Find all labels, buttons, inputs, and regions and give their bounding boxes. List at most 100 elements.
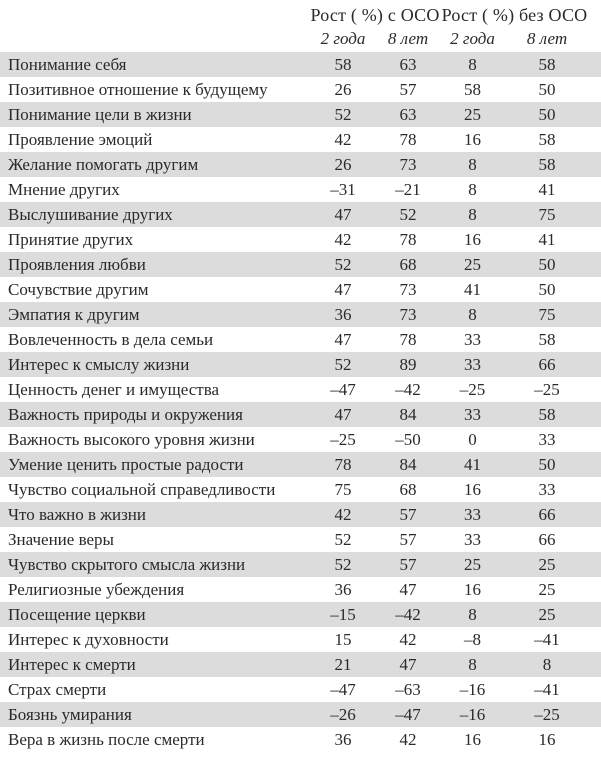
table-row: Важность высокого уровня жизни –25 –50 0 33 bbox=[0, 427, 601, 452]
header-corner bbox=[0, 28, 310, 52]
row-value: 58 bbox=[505, 52, 601, 77]
row-value: 25 bbox=[440, 102, 505, 127]
row-value: –16 bbox=[459, 680, 486, 699]
row-value: 57 bbox=[376, 552, 440, 577]
row-value: 33 bbox=[538, 480, 556, 499]
table-row: Ценность денег и имущества –47 –42 –25 –25 bbox=[0, 377, 601, 402]
table-row: Понимание себя 58 63 8 58 bbox=[0, 52, 601, 77]
row-value: –15 bbox=[310, 602, 376, 627]
row-value: 47 bbox=[334, 280, 352, 299]
row-value: 42 bbox=[399, 730, 417, 749]
row-label: Понимание цели в жизни bbox=[0, 102, 310, 127]
header-corner bbox=[0, 0, 310, 28]
table-row: Выслушивание других 47 52 8 75 bbox=[0, 202, 601, 227]
row-label: Проявление эмоций bbox=[8, 130, 153, 149]
row-value: 57 bbox=[376, 502, 440, 527]
table-row: Интерес к смыслу жизни 52 89 33 66 bbox=[0, 352, 601, 377]
row-value: 41 bbox=[464, 280, 481, 299]
row-value: 50 bbox=[505, 452, 601, 477]
table-row: Боязнь умирания –26 –47 –16 –25 bbox=[0, 702, 601, 727]
row-value: 8 bbox=[468, 180, 477, 199]
row-value: –25 bbox=[534, 380, 560, 399]
row-label: Интерес к смыслу жизни bbox=[0, 352, 310, 377]
row-label: Умение ценить простые радости bbox=[0, 452, 310, 477]
row-label: Страх смерти bbox=[8, 680, 107, 699]
table-row: Вовлеченность в дела семьи 47 78 33 58 bbox=[0, 327, 601, 352]
row-value: 33 bbox=[440, 352, 505, 377]
row-value: 16 bbox=[464, 130, 481, 149]
row-value: 52 bbox=[334, 530, 352, 549]
row-value: –42 bbox=[376, 602, 440, 627]
row-value: 8 bbox=[505, 652, 601, 677]
row-label: Понимание себя bbox=[0, 52, 310, 77]
row-value: 84 bbox=[376, 452, 440, 477]
row-value: 57 bbox=[399, 80, 417, 99]
row-value: 47 bbox=[310, 402, 376, 427]
row-label: Религиозные убеждения bbox=[8, 580, 185, 599]
row-value: 8 bbox=[440, 52, 505, 77]
row-value: 52 bbox=[310, 352, 376, 377]
row-value: 36 bbox=[310, 302, 376, 327]
row-value: 16 bbox=[538, 730, 556, 749]
row-value: 63 bbox=[376, 102, 440, 127]
row-value: –41 bbox=[534, 680, 560, 699]
row-value: 68 bbox=[399, 480, 417, 499]
row-value: 42 bbox=[334, 130, 352, 149]
table-row: Что важно в жизни 42 57 33 66 bbox=[0, 502, 601, 527]
table-row: Значение веры 52 57 33 66 bbox=[0, 527, 601, 552]
row-value: 16 bbox=[464, 580, 481, 599]
subheader-8years-with: 8 лет bbox=[387, 28, 429, 48]
row-value: 8 bbox=[440, 602, 505, 627]
row-label: Интерес к духовности bbox=[8, 630, 169, 649]
row-label: Принятие других bbox=[8, 230, 134, 249]
row-label: Позитивное отношение к будущему bbox=[8, 80, 268, 99]
row-value: 47 bbox=[376, 652, 440, 677]
row-value: 16 bbox=[464, 730, 481, 749]
row-value: 0 bbox=[468, 430, 477, 449]
table-row: Проявления любви 52 68 25 50 bbox=[0, 252, 601, 277]
row-value: 57 bbox=[399, 530, 417, 549]
row-value: 73 bbox=[399, 280, 417, 299]
row-label: Интерес к смерти bbox=[0, 652, 310, 677]
row-value: –25 bbox=[459, 380, 486, 399]
row-value: 50 bbox=[538, 80, 556, 99]
row-value: 73 bbox=[376, 152, 440, 177]
table-row: Принятие других 42 78 16 41 bbox=[0, 227, 601, 252]
row-value: 58 bbox=[505, 402, 601, 427]
table-row: Интерес к смерти 21 47 8 8 bbox=[0, 652, 601, 677]
table-row: Желание помогать другим 26 73 8 58 bbox=[0, 152, 601, 177]
table-row: Религиозные убеждения 36 47 16 25 bbox=[0, 577, 601, 602]
row-value: –47 bbox=[330, 380, 356, 399]
row-value: 25 bbox=[440, 252, 505, 277]
row-value: 52 bbox=[310, 252, 376, 277]
row-value: 33 bbox=[440, 502, 505, 527]
row-value: 26 bbox=[334, 80, 352, 99]
row-label: Вовлеченность в дела семьи bbox=[8, 330, 214, 349]
row-value: 58 bbox=[310, 52, 376, 77]
row-value: 8 bbox=[440, 152, 505, 177]
row-value: 16 bbox=[464, 480, 481, 499]
row-value: 58 bbox=[505, 152, 601, 177]
table-row: Посещение церкви –15 –42 8 25 bbox=[0, 602, 601, 627]
row-value: –25 bbox=[330, 430, 356, 449]
row-value: –63 bbox=[395, 680, 421, 699]
row-label: Вера в жизнь после смерти bbox=[8, 730, 205, 749]
table-body: Понимание себя 58 63 8 58 Позитивное отношени… bbox=[0, 52, 601, 752]
row-value: 63 bbox=[376, 52, 440, 77]
row-value: 50 bbox=[505, 252, 601, 277]
table-row: Сочувствие другим 47 73 41 50 bbox=[0, 277, 601, 302]
row-value: 41 bbox=[538, 180, 556, 199]
header-group-row: Рост ( %) с ОСО Рост ( %) без ОСО bbox=[0, 0, 601, 28]
row-value: 68 bbox=[376, 252, 440, 277]
table-row: Страх смерти –47 –63 –16 –41 bbox=[0, 677, 601, 702]
row-value: 75 bbox=[334, 480, 352, 499]
row-value: 16 bbox=[464, 230, 481, 249]
row-value: 58 bbox=[538, 130, 556, 149]
row-value: –31 bbox=[330, 180, 356, 199]
row-value: –8 bbox=[464, 630, 481, 649]
table-row: Умение ценить простые радости 78 84 41 50 bbox=[0, 452, 601, 477]
row-label: Сочувствие другим bbox=[8, 280, 149, 299]
row-value: 42 bbox=[399, 630, 417, 649]
